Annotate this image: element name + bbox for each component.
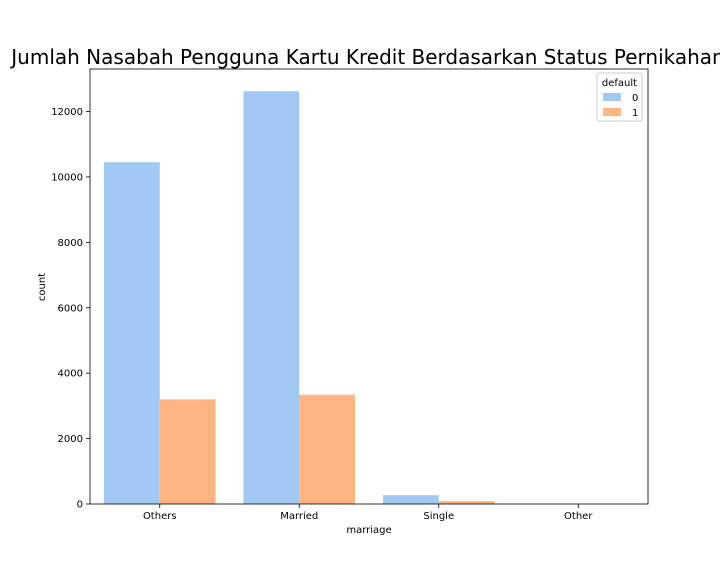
legend-label-1: 1: [632, 108, 638, 119]
chart-title: Jumlah Nasabah Pengguna Kartu Kredit Ber…: [9, 45, 720, 69]
bars-group: [103, 91, 495, 504]
bar-single-default-0: [382, 495, 439, 504]
legend-label-0: 0: [632, 93, 638, 104]
y-tick-label: 2000: [58, 434, 83, 445]
legend-swatch-1: [603, 108, 621, 116]
legend-title: default: [602, 78, 637, 89]
y-tick-label: 10000: [51, 172, 83, 183]
y-tick-label: 4000: [58, 369, 83, 380]
bar-others-default-0: [103, 162, 160, 504]
y-tick-label: 0: [77, 500, 83, 511]
bar-others-default-1: [159, 399, 216, 504]
bar-single-default-1: [438, 501, 495, 504]
x-tick-label: Others: [143, 511, 177, 522]
y-tick-label: 12000: [51, 107, 83, 118]
x-tick-label: Single: [423, 511, 454, 522]
legend-swatch-0: [603, 93, 621, 101]
y-tick-label: 8000: [58, 238, 83, 249]
bar-married-default-0: [243, 91, 300, 504]
y-axis-label: count: [37, 273, 48, 301]
y-tick-label: 6000: [58, 303, 83, 314]
plot-frame: [89, 68, 649, 505]
x-axis-label: marriage: [346, 525, 391, 536]
axes-group: 0 2000 4000 6000 8000 10000 12000 Others Married…: [51, 68, 649, 522]
bar-married-default-1: [299, 394, 356, 504]
legend: default 0 1: [596, 72, 643, 122]
x-tick-label: Married: [280, 511, 318, 522]
x-tick-label: Other: [564, 511, 593, 522]
